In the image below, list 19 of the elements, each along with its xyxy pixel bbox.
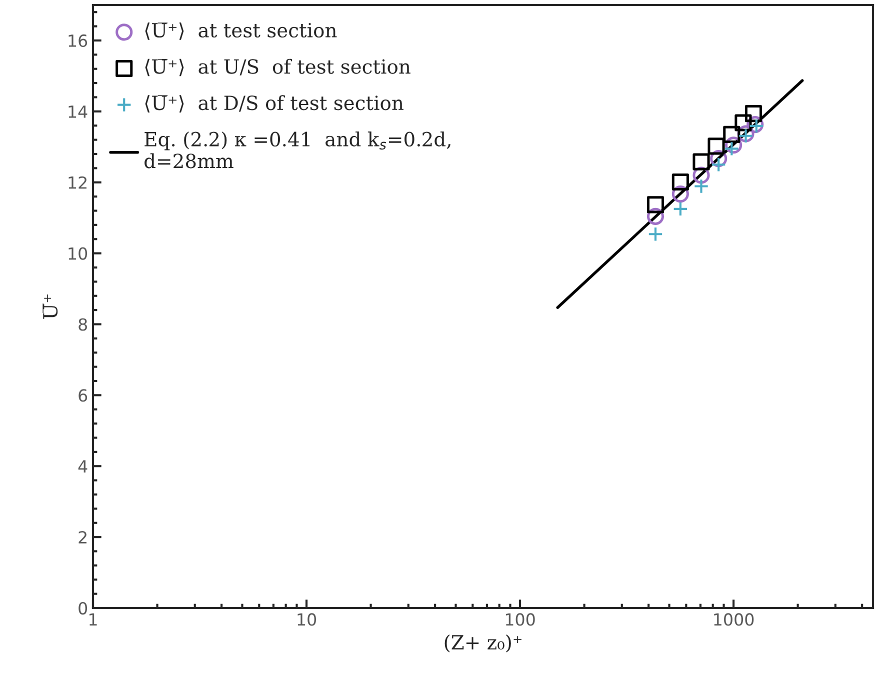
y-tick-label: 4 (78, 460, 88, 472)
x-tick-label: 10 (298, 613, 316, 626)
y-tick-label: 12 (68, 176, 86, 189)
legend-label: ⟨U̅⁺⟩ at D/S of test section (145, 95, 404, 112)
x-axis-title: (Z+ z₀)⁺ (444, 634, 522, 652)
x-tick-label: 1 (90, 613, 97, 626)
y-tick-label: 6 (78, 389, 88, 402)
x-tick-label: 100 (506, 613, 535, 626)
y-tick-label: 10 (68, 247, 88, 260)
y-tick-label: 2 (78, 531, 86, 544)
y-tick-label: 0 (78, 602, 88, 615)
y-tick-label: 14 (68, 106, 88, 118)
y-tick-label: 16 (68, 34, 88, 48)
legend-label: ⟨U̅⁺⟩ at test section (145, 22, 337, 40)
y-axis-title: U̅⁺ (42, 294, 58, 319)
x-tick-label: 1000 (714, 613, 754, 626)
legend-label: ⟨U̅⁺⟩ at U/S of test section (145, 58, 410, 76)
y-tick-label: 8 (78, 318, 87, 331)
text: Eq. (2.2) κ =0.41 and k$_{s}$=0.2d, d=28mm (144, 131, 450, 168)
